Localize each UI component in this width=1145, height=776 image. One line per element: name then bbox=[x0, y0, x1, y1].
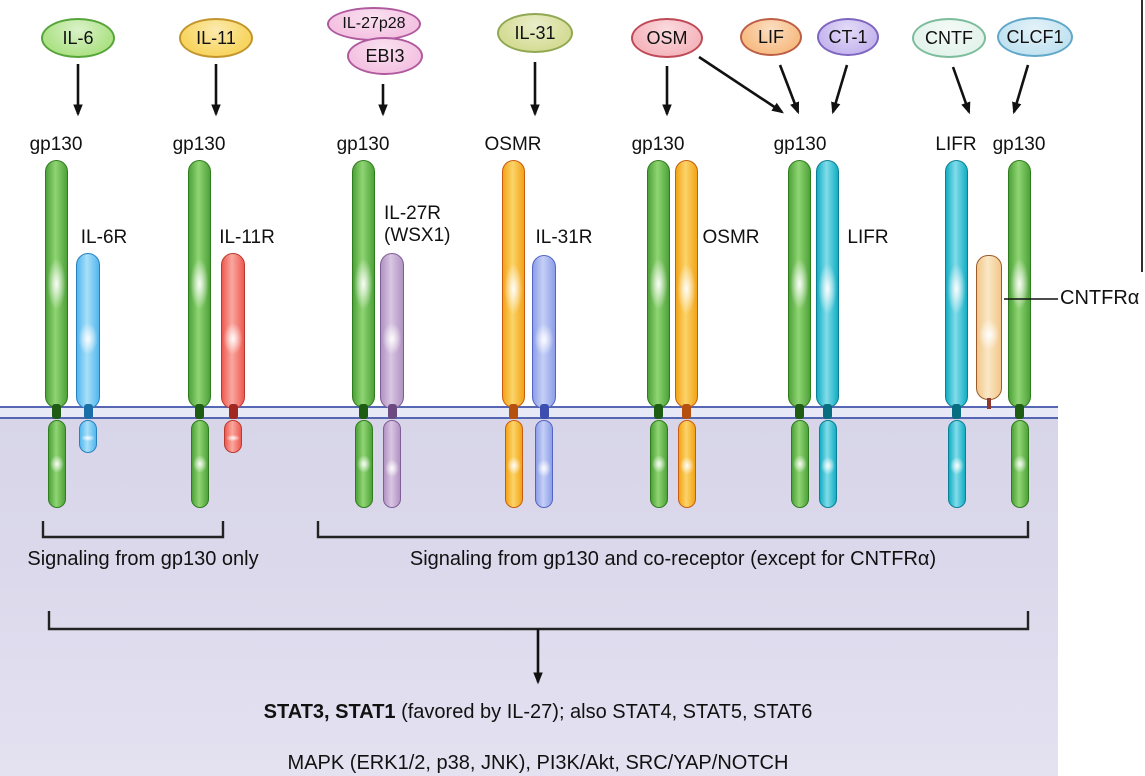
receptor-label-gp130-3: gp130 bbox=[336, 134, 390, 155]
cytokine-clcf1: CLCF1 bbox=[997, 17, 1073, 57]
pill-lifr-c7 bbox=[945, 160, 968, 408]
tm-neck bbox=[52, 404, 61, 419]
coreceptor-label-lifr: LIFR bbox=[847, 227, 889, 248]
receptor-label-gp130-1: gp130 bbox=[29, 134, 83, 155]
caption-co-receptor: Signaling from gp130 and co-receptor (ex… bbox=[409, 548, 937, 570]
tm-neck bbox=[682, 404, 691, 419]
signaling-line1-rest: (favored by IL-27); also STAT4, STAT5, S… bbox=[395, 701, 813, 723]
tm-neck bbox=[388, 404, 397, 419]
pill-il31r bbox=[532, 255, 556, 409]
pill-il11r bbox=[221, 253, 245, 409]
pill-osmr-c5 bbox=[675, 160, 698, 408]
tm-neck bbox=[1015, 404, 1024, 419]
tail-gp130-c3 bbox=[355, 420, 373, 508]
pill-osmr-c4 bbox=[502, 160, 525, 408]
signaling-output-line2: MAPK (ERK1/2, p38, JNK), PI3K/Akt, SRC/Y… bbox=[287, 752, 789, 774]
tail-osmr-c5 bbox=[678, 420, 696, 508]
cytoplasm-region bbox=[0, 419, 1058, 776]
pill-gp130-c1 bbox=[45, 160, 68, 408]
caption-gp130-only: Signaling from gp130 only bbox=[27, 548, 259, 570]
tm-neck bbox=[509, 404, 518, 419]
signaling-stat3-stat1: STAT3, STAT1 bbox=[263, 701, 396, 723]
tm-neck bbox=[823, 404, 832, 419]
tail-lifr-c6 bbox=[819, 420, 837, 508]
signaling-output-line1: STAT3, STAT1 (favored by IL-27); also ST… bbox=[88, 701, 988, 724]
cytokine-cntf-label: CNTF bbox=[925, 28, 973, 48]
arrow-clcf1-to-gp130 bbox=[1012, 64, 1030, 115]
cytokine-lif: LIF bbox=[740, 18, 802, 56]
tm-neck bbox=[540, 404, 549, 419]
tail-gp130-c2 bbox=[191, 420, 209, 508]
tm-neck bbox=[229, 404, 238, 419]
cytokine-il6: IL-6 bbox=[41, 18, 115, 58]
cytokine-ebi3-label: EBI3 bbox=[365, 46, 405, 66]
tail-gp130-c5 bbox=[650, 420, 668, 508]
plasma-membrane bbox=[0, 406, 1058, 419]
cytokine-il11: IL-11 bbox=[179, 18, 253, 58]
cytokine-il31: IL-31 bbox=[497, 13, 573, 53]
cytokine-ct1-label: CT-1 bbox=[828, 27, 868, 47]
pill-il6r bbox=[76, 253, 100, 409]
cytokine-il27p28: IL-27p28 bbox=[327, 7, 421, 41]
cytokine-cntf: CNTF bbox=[912, 18, 986, 58]
coreceptor-label-il6r: IL-6R bbox=[80, 227, 128, 248]
tm-neck bbox=[952, 404, 961, 419]
cytokine-il6-label: IL-6 bbox=[62, 28, 94, 48]
receptor-label-osmr-4: OSMR bbox=[484, 134, 542, 155]
cytokine-ct1: CT-1 bbox=[817, 18, 879, 56]
tail-il27r bbox=[383, 420, 401, 508]
cytokine-il31-label: IL-31 bbox=[514, 23, 556, 43]
tail-il31r bbox=[535, 420, 553, 508]
receptor-label-gp130-5: gp130 bbox=[631, 134, 685, 155]
figure-crop-edge bbox=[1141, 0, 1143, 272]
tail-lifr-c7 bbox=[948, 420, 966, 508]
coreceptor-label-cntfra: CNTFRα bbox=[1060, 287, 1140, 309]
tm-neck bbox=[795, 404, 804, 419]
arrow-cntf-to-lifr bbox=[951, 66, 971, 115]
cytokine-clcf1-label: CLCF1 bbox=[1006, 27, 1064, 47]
cytokine-osm: OSM bbox=[631, 18, 703, 58]
tm-neck bbox=[84, 404, 93, 419]
cntfra-gpi-anchor bbox=[987, 398, 991, 409]
arrow-ct1-to-gp130 bbox=[831, 64, 849, 115]
tail-gp130-c1 bbox=[48, 420, 66, 508]
pill-gp130-c6 bbox=[788, 160, 811, 408]
tail-il6r bbox=[79, 420, 97, 453]
coreceptor-label-osmr: OSMR bbox=[702, 227, 760, 248]
pill-gp130-c3 bbox=[352, 160, 375, 408]
receptor-label-lifr-7: LIFR bbox=[935, 134, 977, 155]
pill-gp130-c5 bbox=[647, 160, 670, 408]
pill-gp130-c7 bbox=[1008, 160, 1031, 408]
tail-gp130-c6 bbox=[791, 420, 809, 508]
pill-cntfra bbox=[976, 255, 1002, 400]
cytokine-il27p28-label: IL-27p28 bbox=[342, 15, 406, 32]
tail-gp130-c7 bbox=[1011, 420, 1029, 508]
cytokine-il11-label: IL-11 bbox=[196, 28, 236, 48]
arrow-lif-to-gp130 bbox=[778, 64, 800, 115]
coreceptor-label-il31r: IL-31R bbox=[535, 227, 593, 248]
tm-neck bbox=[195, 404, 204, 419]
arrow-osm-to-gp130-lifr bbox=[698, 55, 784, 114]
pill-il27r bbox=[380, 253, 404, 409]
tm-neck bbox=[654, 404, 663, 419]
coreceptor-label-il11r: IL-11R bbox=[219, 227, 275, 248]
tm-neck bbox=[359, 404, 368, 419]
tail-osmr-c4 bbox=[505, 420, 523, 508]
cytokine-ebi3: EBI3 bbox=[347, 37, 423, 75]
pill-gp130-c2 bbox=[188, 160, 211, 408]
tail-il11r bbox=[224, 420, 242, 453]
receptor-label-gp130-6: gp130 bbox=[773, 134, 827, 155]
receptor-label-gp130-7: gp130 bbox=[992, 134, 1046, 155]
coreceptor-label-il27r-line1: IL-27R bbox=[384, 203, 442, 224]
pill-lifr-c6 bbox=[816, 160, 839, 408]
cytokine-lif-label: LIF bbox=[757, 27, 784, 47]
coreceptor-label-il27r-line2: (WSX1) bbox=[384, 225, 451, 246]
coreceptor-label-il27r: IL-27R (WSX1) bbox=[384, 203, 494, 247]
cytokine-osm-label: OSM bbox=[646, 28, 688, 48]
receptor-label-gp130-2: gp130 bbox=[172, 134, 226, 155]
